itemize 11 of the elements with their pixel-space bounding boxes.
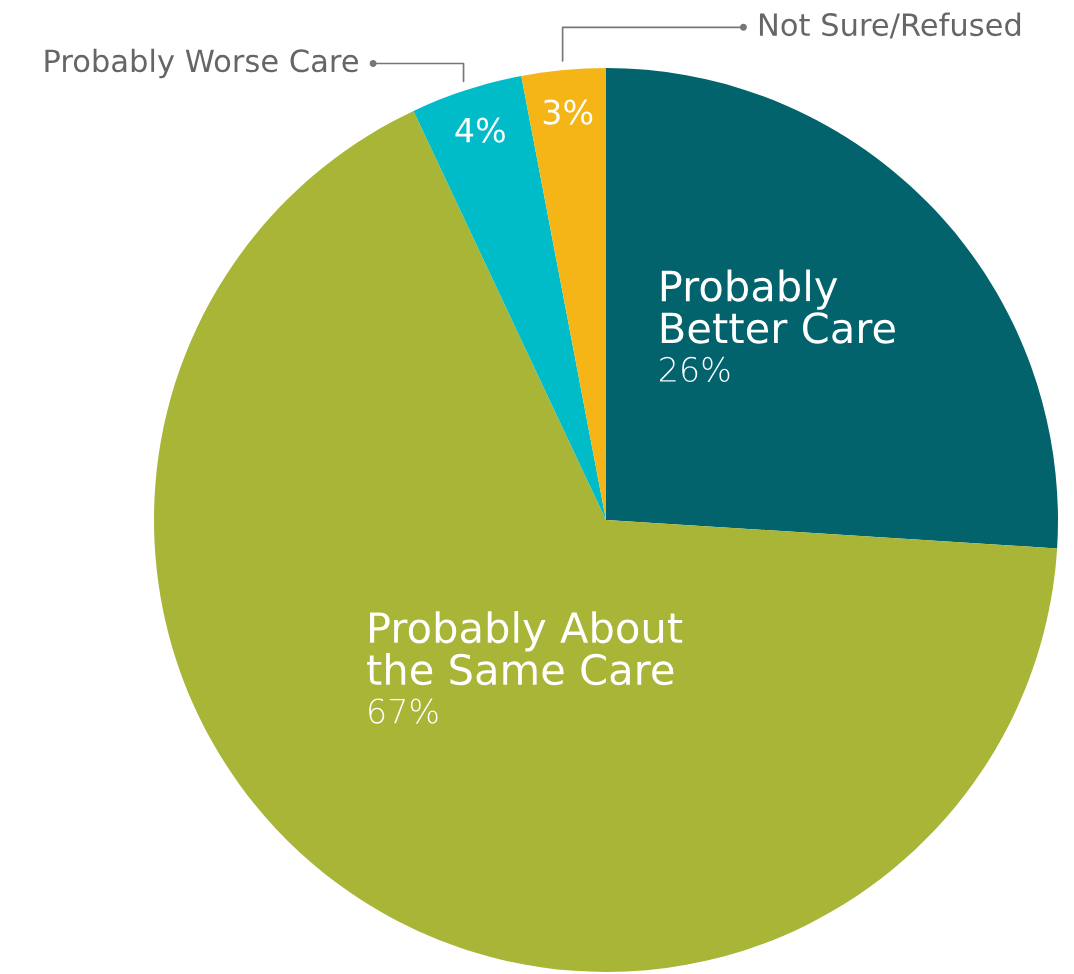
slice-label: Probably Worse Care <box>45 48 358 79</box>
pie-slice <box>521 68 606 520</box>
data-label: 67% <box>369 698 438 724</box>
data-label: 26% <box>660 356 730 383</box>
slice-label: Probably About the Same Care <box>367 611 683 686</box>
data-label: 3% <box>543 99 593 125</box>
slice-label: Not Sure/Refused <box>759 12 1021 39</box>
pie-slice <box>413 76 606 520</box>
slice-label: Probably Better Care <box>661 269 895 344</box>
pie-slice <box>606 68 1058 549</box>
data-label: 4% <box>455 117 505 143</box>
